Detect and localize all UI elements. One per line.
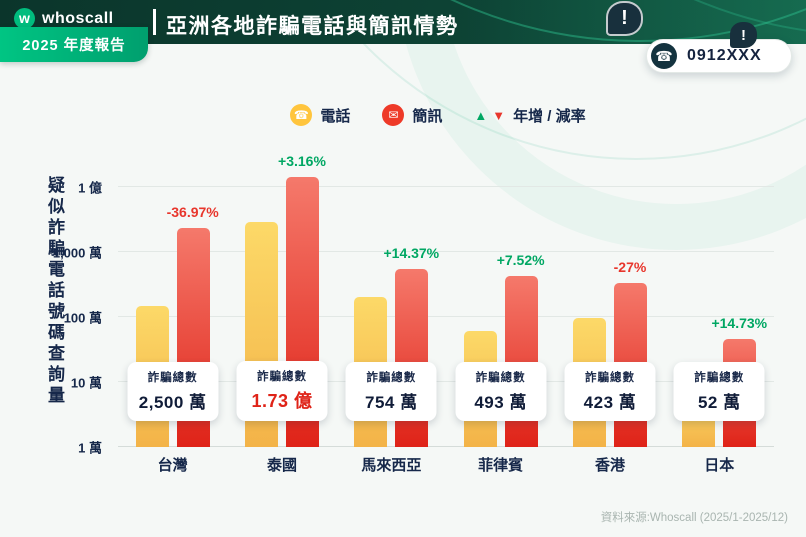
phone-icon: ☎ xyxy=(651,43,677,69)
exclamation-mark: ! xyxy=(741,26,746,44)
gridline xyxy=(118,186,774,187)
yoy-label: +14.73% xyxy=(711,315,768,331)
total-box: 詐騙總數 2,500 萬 xyxy=(127,362,219,421)
chart-plot: -36.97% 詐騙總數 2,500 萬台灣 +3.16% 詐騙總數 1.73 億泰國 +1… xyxy=(118,150,774,474)
gridline xyxy=(118,316,774,317)
data-source: 資料來源:Whoscall (2025/1-2025/12) xyxy=(600,512,788,524)
y-axis-ticks: 1 億 1,000 萬 100 萬 10 萬 1 萬 xyxy=(0,150,110,456)
total-box: 詐騙總數 754 萬 xyxy=(345,362,437,421)
gridline xyxy=(118,251,774,252)
legend-item-phone: ☎ 電話 xyxy=(290,104,350,126)
legend-item-sms: ✉ 簡訊 xyxy=(382,104,442,126)
total-box-label: 詐騙總數 xyxy=(366,372,417,384)
legend-label-phone: 電話 xyxy=(320,107,351,125)
sms-icon: ✉ xyxy=(382,104,405,126)
total-box-label: 詐騙總數 xyxy=(256,371,307,383)
legend-item-yoy: ▲ ▼ 年增 / 減率 xyxy=(474,105,585,126)
whoscall-logo-text: whoscall xyxy=(42,9,114,27)
category-label: 菲律賓 xyxy=(478,457,524,474)
yoy-label: +7.52% xyxy=(496,252,545,268)
yoy-label: +3.16% xyxy=(278,153,326,169)
exclamation-mark: ! xyxy=(621,7,628,29)
y-tick-label: 10 萬 xyxy=(70,375,102,391)
total-box-label: 詐騙總數 xyxy=(475,372,526,384)
bar-groups: -36.97% 詐騙總數 2,500 萬台灣 +3.16% 詐騙總數 1.73 億泰國 +1… xyxy=(118,150,774,474)
caller-id-number: 0912XXX xyxy=(687,47,762,64)
alert-warning-icon-small: ! xyxy=(730,22,757,48)
total-box: 詐騙總數 1.73 億 xyxy=(236,361,328,421)
category-label: 台灣 xyxy=(157,457,188,474)
trend-up-icon: ▲ xyxy=(474,107,488,123)
legend-label-yoy: 年增 / 減率 xyxy=(513,107,586,125)
category-label: 泰國 xyxy=(266,457,297,474)
yoy-label: -36.97% xyxy=(166,204,219,220)
total-box-label: 詐騙總數 xyxy=(147,372,198,384)
total-box: 詐騙總數 423 萬 xyxy=(564,362,656,421)
yoy-label: -27% xyxy=(613,259,647,275)
category-group-4: +7.52% 詐騙總數 493 萬菲律賓 xyxy=(446,150,555,474)
total-box-value: 493 萬 xyxy=(474,393,527,412)
category-group-5: -27% 詐騙總數 423 萬香港 xyxy=(555,150,664,474)
yoy-label: +14.37% xyxy=(383,245,440,261)
y-tick-label: 1 億 xyxy=(78,180,102,196)
total-box-value: 754 萬 xyxy=(365,393,418,412)
y-tick-label: 1 萬 xyxy=(78,440,102,456)
category-group-6: +14.73% 詐騙總數 52 萬日本 xyxy=(665,150,774,474)
y-tick-label: 100 萬 xyxy=(63,310,102,326)
total-box-value: 1.73 億 xyxy=(251,391,313,411)
category-label: 日本 xyxy=(704,457,735,474)
title-divider xyxy=(153,9,156,35)
whoscall-logo: w whoscall xyxy=(14,8,114,29)
chart-legend: ☎ 電話 ✉ 簡訊 ▲ ▼ 年增 / 減率 xyxy=(0,104,806,126)
category-label: 馬來西亞 xyxy=(361,457,422,474)
category-group-1: -36.97% 詐騙總數 2,500 萬台灣 xyxy=(118,150,227,474)
alert-warning-icon: ! xyxy=(606,1,643,36)
total-box: 詐騙總數 493 萬 xyxy=(455,362,547,421)
total-box: 詐騙總數 52 萬 xyxy=(673,362,765,421)
y-axis-title: 疑似詐騙電話號碼查詢量 xyxy=(45,176,64,407)
y-tick-label: 1,000 萬 xyxy=(52,245,102,261)
total-box-label: 詐騙總數 xyxy=(694,372,745,384)
category-label: 香港 xyxy=(594,457,625,474)
total-box-value: 423 萬 xyxy=(583,393,637,412)
trend-down-icon: ▼ xyxy=(492,107,506,123)
gridline xyxy=(118,381,774,382)
report-year-badge: 2025 年度報告 xyxy=(0,27,148,62)
legend-label-sms: 簡訊 xyxy=(412,107,443,125)
caller-id-badge: ☎ 0912XXX xyxy=(646,39,792,73)
page-title: 亞洲各地詐騙電話與簡訊情勢 xyxy=(166,15,459,38)
total-box-label: 詐騙總數 xyxy=(584,372,635,384)
category-group-2: +3.16% 詐騙總數 1.73 億泰國 xyxy=(227,150,336,474)
category-group-3: +14.37% 詐騙總數 754 萬馬來西亞 xyxy=(337,150,446,474)
total-box-value: 2,500 萬 xyxy=(138,393,207,412)
whoscall-logo-icon: w xyxy=(14,8,35,29)
gridline xyxy=(118,445,774,447)
phone-icon: ☎ xyxy=(290,104,313,126)
total-box-value: 52 萬 xyxy=(697,393,741,412)
